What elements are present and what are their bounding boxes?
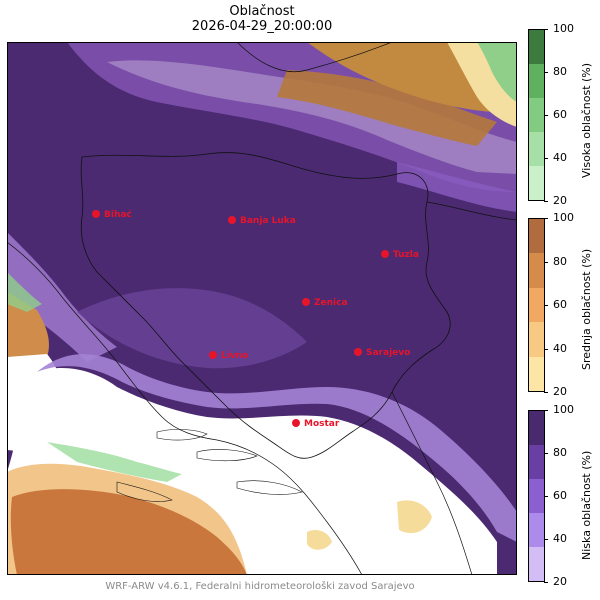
south-yellow-patches [397, 500, 432, 534]
colorbar-segment [529, 30, 544, 64]
colorbar-tick: 80 [544, 65, 567, 78]
city-banja-luka: Banja Luka [228, 216, 296, 226]
colorbar-segment [529, 287, 544, 323]
colorbar-segment [529, 479, 544, 513]
city-label-sarajevo: Sarajevo [366, 348, 410, 358]
colorbar-tick: 40 [544, 532, 567, 545]
cloud-cover-map[interactable]: Bihać Banja Luka Tuzla Zenica Sarajevo L… [7, 42, 517, 575]
model-credit: WRF-ARW v4.6.1, Federalni hidrometeorolo… [105, 581, 415, 592]
city-label-tuzla: Tuzla [393, 250, 419, 260]
city-label-zenica: Zenica [314, 298, 348, 308]
city-sarajevo: Sarajevo [354, 348, 410, 358]
colorbar-segment [529, 132, 544, 166]
city-label-banja-luka: Banja Luka [240, 216, 296, 226]
high-cloud-label: Visoka oblačnost (%) [580, 62, 593, 178]
colorbar-segment [529, 356, 544, 391]
city-label-bihac: Bihać [104, 209, 132, 220]
colorbar-segment [529, 253, 544, 288]
east-border [426, 201, 517, 221]
colorbar-segment [529, 411, 544, 445]
city-label-livno: Livno [221, 351, 248, 361]
colorbar-segment [529, 445, 544, 479]
colorbar-segment [529, 98, 544, 132]
city-markers: Bihać Banja Luka Tuzla Zenica Sarajevo L… [92, 209, 419, 429]
high-cloud-colorbar [528, 29, 545, 201]
central-light-cloud [77, 288, 307, 369]
islands [116, 429, 303, 502]
colorbar-tick: 40 [544, 151, 567, 164]
colorbar-tick: 20 [544, 575, 567, 588]
north-purple-strip [397, 162, 517, 212]
north-lilac-band [107, 60, 517, 174]
city-mostar: Mostar [292, 419, 340, 429]
south-green-strip [47, 442, 182, 482]
north-green-patch [477, 42, 517, 102]
colorbar-segment [529, 219, 544, 254]
north-brown-band [277, 70, 497, 146]
colorbar-tick: 60 [544, 489, 567, 502]
colorbar-tick: 80 [544, 255, 567, 268]
southeast-border [391, 391, 473, 575]
colorbar-segment [529, 64, 544, 98]
map-timestamp: 2026-04-29_20:00:00 [191, 19, 333, 34]
city-zenica: Zenica [302, 298, 348, 308]
colorbar-tick: 100 [544, 403, 574, 416]
city-tuzla: Tuzla [381, 250, 419, 260]
colorbar-tick: 60 [544, 298, 567, 311]
colorbar-tick: 20 [544, 385, 567, 398]
west-orange-cloud [7, 292, 49, 357]
colorbar-tick: 100 [544, 211, 574, 224]
south-yellow-patches-2 [307, 530, 332, 550]
low-cloud-colorbar [528, 410, 545, 582]
colorbar-tick: 40 [544, 342, 567, 355]
city-livno: Livno [209, 351, 248, 361]
coastline [7, 241, 363, 575]
colorbar-segment [529, 513, 544, 547]
colorbar-segment [529, 547, 544, 581]
colorbar-tick: 20 [544, 194, 567, 207]
south-lilac-fringe [37, 354, 517, 542]
southwest-brown-cloud [10, 489, 248, 575]
colorbar-segment [529, 166, 544, 200]
colorbar-tick: 60 [544, 108, 567, 121]
colorbar-tick: 80 [544, 446, 567, 459]
city-label-mostar: Mostar [304, 419, 340, 429]
colorbar-segment [529, 322, 544, 357]
colorbar-tick: 100 [544, 22, 574, 35]
city-bihac: Bihać [92, 209, 132, 220]
mid-cloud-label: Srednja oblačnost (%) [580, 248, 593, 370]
west-green-cloud [7, 272, 42, 312]
mid-cloud-colorbar [528, 218, 545, 392]
north-border [236, 42, 393, 73]
map-title: Oblačnost [229, 4, 295, 19]
low-cloud-label: Niska oblačnost (%) [580, 450, 593, 560]
